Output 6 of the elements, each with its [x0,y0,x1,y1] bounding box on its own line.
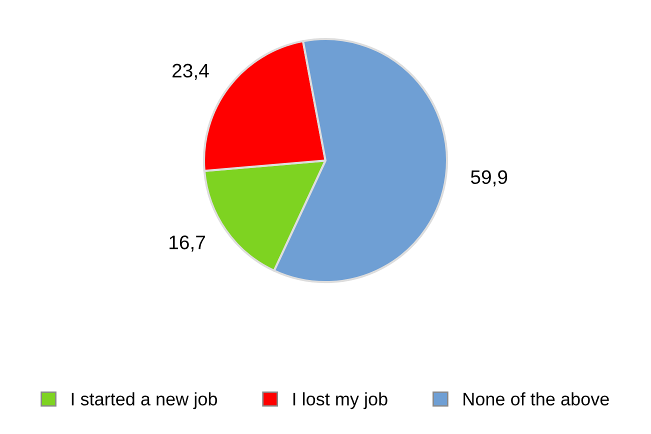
data-label: 59,9 [470,170,508,186]
data-label: 23,4 [172,64,209,80]
legend-label: I lost my job [293,392,388,410]
legend-label: I started a new job [72,392,217,410]
legend-label: None of the above [464,392,609,406]
data-label: 16,7 [170,236,205,252]
